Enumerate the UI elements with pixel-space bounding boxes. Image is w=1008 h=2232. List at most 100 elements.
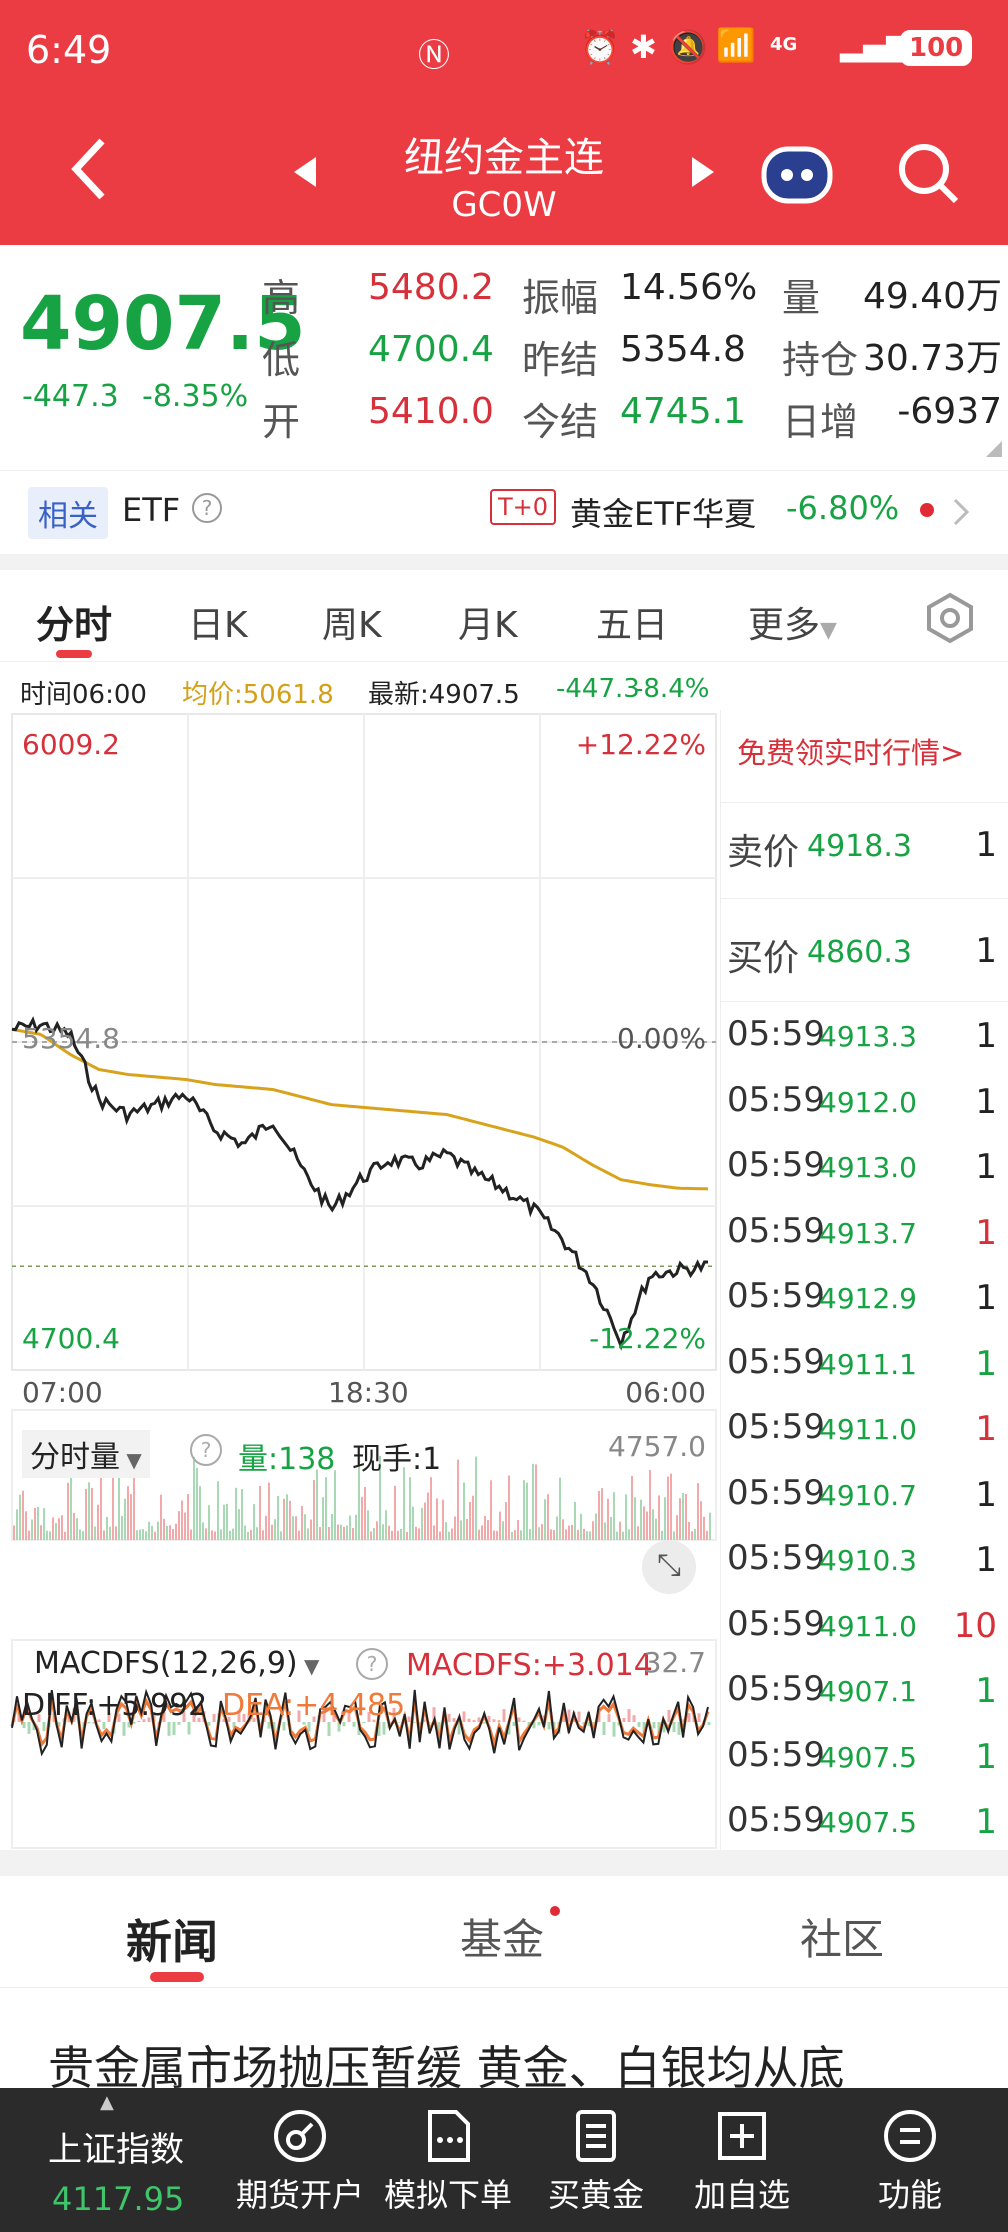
trade-row: 05:59 4910.7 1 [721,1463,1008,1529]
axis-mid-pct: 0.00% [617,1022,706,1055]
add-watchlist-label: 加自选 [693,2176,790,2214]
trade-price: 4913.7 [819,1216,917,1250]
chevron-right-icon[interactable] [952,497,970,527]
macd-value: MACDFS:+3.014 [406,1648,653,1683]
alarm-icon: ⏰ [580,28,620,66]
tab-active-underline [56,650,92,658]
tab-five-day[interactable]: 五日 [596,605,669,646]
back-icon[interactable] [70,137,110,201]
trade-row: 05:59 4911.0 10 [721,1594,1008,1660]
quote-row-open: 开 5410.0 今结 4745.1 日增 -6937 [262,391,1008,451]
trade-row: 05:59 4910.3 1 [721,1528,1008,1594]
prev-contract-icon[interactable] [292,155,318,189]
volume-hand: 现手:1 [352,1442,442,1477]
trade-qty: 1 [975,1278,997,1318]
macd-selector[interactable]: MACDFS(12,26,9) ▼ [34,1646,319,1681]
related-etf-bar[interactable]: 相关 ETF ? T+0 黄金ETF华夏 -6.80% [0,470,1008,554]
simulated-order-label: 模拟下单 [383,2176,512,2214]
free-realtime-promo[interactable]: 免费领实时行情> [737,736,965,770]
dropdown-icon: ▼ [820,618,837,643]
axis-low-pct: -12.22% [589,1322,706,1355]
trade-row: 05:59 4913.0 1 [721,1135,1008,1201]
label-open-interest: 持仓 [782,338,859,382]
tab-daily-k[interactable]: 日K [188,605,248,646]
axis-high-label: 6009.2 [22,728,120,761]
tab-community[interactable]: 社区 [800,1915,885,1964]
bottom-toolbar: ▲ 上证指数 4117.95 期货开户 模拟下单 买黄金 加自选 功能 [0,2088,1008,2232]
t0-tag: T+0 [490,489,557,525]
trade-list: 05:59 4913.3 1 05:59 4912.0 1 05:59 4913.0 1 05:5… [721,1004,1008,1856]
expand-corner-icon[interactable] [986,441,1002,457]
time-label-end: 06:00 [625,1376,706,1409]
value-amplitude: 14.56% [620,267,758,308]
trade-time: 05:59 [727,1603,825,1644]
trade-time: 05:59 [727,1669,825,1709]
trade-price: 4911.1 [819,1347,917,1381]
value-high: 5480.2 [368,267,494,308]
help-icon[interactable]: ? [356,1648,388,1680]
help-icon[interactable]: ? [190,1434,222,1466]
trade-price: 4910.3 [819,1544,917,1577]
quote-row-high: 高 5480.2 振幅 14.56% 量 49.40万 [262,267,1008,327]
volume-value: 量:138 [238,1442,336,1477]
tab-monthly-k[interactable]: 月K [458,605,518,646]
trade-qty: 10 [953,1605,997,1646]
trade-time: 05:59 [727,1079,825,1120]
trade-row: 05:59 4911.0 1 [721,1397,1008,1463]
robot-assistant-icon[interactable] [760,139,834,209]
info-time: 时间06:00 [20,680,147,710]
add-watchlist-button[interactable]: 加自选 [672,2108,812,2224]
tab-weekly-k[interactable]: 周K [322,605,382,646]
signal-icon: ▂▄▆ [840,28,910,63]
status-bar: 6:49 Ⓝ ⏰ ✱ 🔕 📶 4G ▂▄▆ 100 [0,0,1008,105]
functions-button[interactable]: 功能 [840,2108,980,2224]
time-label-start: 07:00 [22,1376,103,1409]
trade-price: 4911.0 [819,1609,917,1643]
price-line [11,1016,708,1351]
menu-circle-icon [884,2110,936,2162]
trades-panel: 免费领实时行情> 卖价 4918.3 1 买价 4860.3 1 05:59 49… [720,710,1008,1850]
settings-hexagon-icon[interactable] [924,592,976,644]
account-icon [274,2110,326,2162]
price-chart-svg [10,713,717,1849]
diff-value: DIFF:+5.992 [22,1688,208,1723]
intraday-chart[interactable]: 6009.2 +12.22% 5354.8 0.00% 4700.4 -12.2… [0,710,720,1850]
futures-account-button[interactable]: 期货开户 [230,2108,370,2224]
tab-intraday[interactable]: 分时 [36,603,113,647]
sell-label: 卖价 [727,832,800,873]
tab-news[interactable]: 新闻 [126,1915,218,1969]
buy-gold-button[interactable]: 买黄金 [526,2108,666,2224]
trade-time: 05:59 [727,1800,825,1840]
index-value: 4117.95 [52,2180,185,2218]
trade-time: 05:59 [727,1341,825,1382]
red-dot-icon [550,1906,560,1916]
buy-price: 4860.3 [807,935,912,970]
red-dot-icon [920,503,934,517]
value-volume: 49.40万 [862,276,1002,317]
fullscreen-icon[interactable]: ⤡ [642,1540,696,1594]
label-volume: 量 [782,276,821,320]
tab-fund[interactable]: 基金 [460,1915,545,1964]
volume-title: 分时量 [30,1440,120,1475]
news-headline[interactable]: 贵金属市场抛压暂缓 黄金、白银均从底 [48,2041,845,2088]
expand-up-icon[interactable]: ▲ [100,2092,114,2113]
trade-time: 05:59 [727,1210,825,1251]
simulated-order-button[interactable]: 模拟下单 [378,2108,518,2224]
search-icon[interactable] [896,141,960,205]
help-icon[interactable]: ? [192,493,222,523]
trade-qty: 1 [975,1212,997,1253]
tab-more[interactable]: 更多▼ [748,596,837,648]
trade-price: 4907.5 [819,1806,917,1839]
quote-panel: 4907.5 -447.3 -8.35% 高 5480.2 振幅 14.56% … [0,245,1008,467]
next-contract-icon[interactable] [690,155,716,189]
related-tag: 相关 [28,487,108,539]
section-gap [0,1850,1008,1876]
value-daily-change: -6937 [897,391,1002,432]
document-icon [428,2110,470,2162]
index-name[interactable]: 上证指数 [48,2130,184,2170]
chart-tabs: 分时 日K 周K 月K 五日 更多▼ [0,570,1008,662]
trade-row: 05:59 4913.7 1 [721,1201,1008,1267]
buy-row: 买价 4860.3 1 [721,898,1008,1002]
trade-row: 05:59 4911.1 1 [721,1332,1008,1398]
volume-selector[interactable]: 分时量 ▼ [22,1430,150,1478]
